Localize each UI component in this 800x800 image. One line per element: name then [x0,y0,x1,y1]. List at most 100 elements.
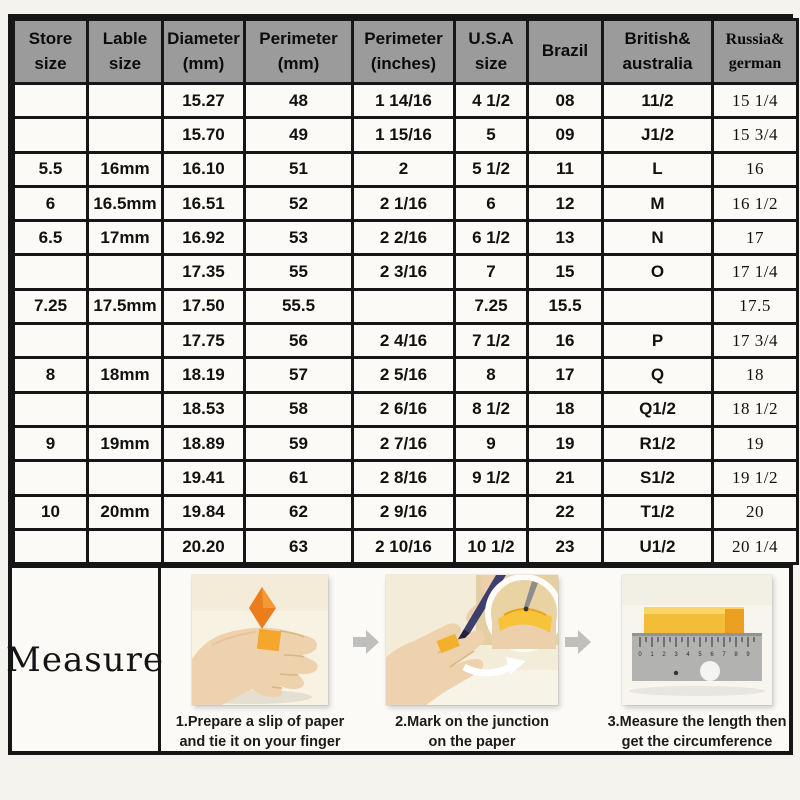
column-header-perimeter-mm: Perimeter (mm) [243,18,354,85]
cell-usa: 7 [453,253,529,291]
cell-lable: 17.5mm [86,287,164,326]
cell-russia: 16 [711,150,799,188]
table-row: 19.41 61 2 8/16 9 1/2 21 S1/2 19 1/2 [12,459,799,497]
cell-perimeter-in: 2 9/16 [351,493,456,531]
table-row: 18.53 58 2 6/16 8 1/2 18 Q1/2 18 1/2 [12,390,799,428]
table-row: 10 20mm 19.84 62 2 9/16 22 T1/2 20 [12,493,799,531]
column-header-russia: Russia& german [711,18,799,85]
cell-lable: 16.5mm [86,184,164,223]
cell-perimeter-mm: 59 [243,424,354,463]
table-row: 15.27 48 1 14/16 4 1/2 08 11/2 15 1/4 [12,81,799,120]
cell-usa: 9 1/2 [453,459,529,497]
cell-perimeter-in: 1 15/16 [351,116,456,154]
cell-british [601,287,714,326]
cell-british: J1/2 [601,116,714,154]
hand-with-paper-slip-illustration [192,575,328,706]
measure-step-2: 2.Mark on the junction on the paper [379,575,565,752]
cell-lable [86,459,164,497]
step1-caption: 1.Prepare a slip of paper and tie it on … [176,713,344,752]
table-row: 17.35 55 2 3/16 7 15 O 17 1/4 [12,253,799,291]
cell-store: 6.5 [12,219,89,257]
cell-perimeter-mm: 53 [243,219,354,257]
cell-diameter: 18.19 [161,356,246,394]
table-row: 9 19mm 18.89 59 2 7/16 9 19 R1/2 19 [12,424,799,463]
cell-store: 6 [12,184,89,223]
cell-british: R1/2 [601,424,714,463]
cell-store [12,459,89,497]
cell-store [12,253,89,291]
svg-text:2: 2 [662,652,666,658]
cell-brazil: 08 [526,81,604,120]
cell-perimeter-mm: 55.5 [243,287,354,326]
cell-russia: 19 1/2 [711,459,799,497]
step1-caption-line1: 1.Prepare a slip of paper [175,714,345,731]
arrow-right-icon [353,630,379,655]
cell-perimeter-in [351,287,456,326]
cell-store [12,116,89,154]
cell-british: Q [601,356,714,394]
cell-diameter: 18.89 [161,424,246,463]
svg-text:3: 3 [674,652,678,658]
column-header-lable: Lable size [86,18,164,85]
ruler-measure-illustration: 0 1 2 3 4 5 6 7 8 9 [622,575,772,706]
column-header-store: Store size [12,18,89,85]
column-header-british: British& australia [601,18,714,85]
cell-lable: 16mm [86,150,164,188]
measure-label-cell: Measure [6,568,163,752]
cell-diameter: 18.53 [161,390,246,428]
cell-diameter: 20.20 [161,527,246,566]
step3-caption: 3.Measure the length then get the circum… [608,713,787,752]
cell-perimeter-mm: 55 [243,253,354,291]
table-row: 6 16.5mm 16.51 52 2 1/16 6 12 M 16 1/2 [12,184,799,223]
column-header-usa: U.S.A size [453,18,529,85]
cell-russia: 15 1/4 [711,81,799,120]
step3-caption-line2: get the circumference [621,733,773,750]
cell-usa: 7.25 [453,287,529,326]
cell-british: Q1/2 [601,390,714,428]
cell-british: U1/2 [601,527,714,566]
cell-perimeter-in: 2 6/16 [351,390,456,428]
cell-british: S1/2 [601,459,714,497]
svg-text:7: 7 [722,652,726,658]
table-row: 17.75 56 2 4/16 7 1/2 16 P 17 3/4 [12,322,799,360]
cell-perimeter-in: 2 [351,150,456,188]
cell-brazil: 23 [526,527,604,566]
cell-usa: 10 1/2 [453,527,529,566]
step1-caption-line2: and tie it on your finger [179,733,341,750]
cell-russia: 19 [711,424,799,463]
cell-brazil: 16 [526,322,604,360]
cell-brazil: 09 [526,116,604,154]
step2-caption-line1: 2.Mark on the junction [395,714,549,731]
cell-store [12,81,89,120]
cell-diameter: 16.92 [161,219,246,257]
measure-step-3: 0 1 2 3 4 5 6 7 8 9 3.Measure the length then … [591,575,800,752]
arrow-1 [353,627,379,662]
cell-lable [86,81,164,120]
cell-usa: 8 [453,356,529,394]
table-row: 15.70 49 1 15/16 5 09 J1/2 15 3/4 [12,116,799,154]
cell-store: 7.25 [12,287,89,326]
cell-brazil: 12 [526,184,604,223]
cell-russia: 15 3/4 [711,116,799,154]
cell-russia: 17.5 [711,287,799,326]
cell-brazil: 15 [526,253,604,291]
cell-perimeter-in: 2 2/16 [351,219,456,257]
cell-perimeter-mm: 51 [243,150,354,188]
cell-lable [86,390,164,428]
step2-caption: 2.Mark on the junction on the paper [395,713,549,752]
measure-steps: 1.Prepare a slip of paper and tie it on … [161,568,800,751]
cell-british: L [601,150,714,188]
cell-brazil: 11 [526,150,604,188]
cell-lable: 19mm [86,424,164,463]
cell-perimeter-mm: 63 [243,527,354,566]
cell-usa [453,493,529,531]
cell-brazil: 17 [526,356,604,394]
cell-usa: 6 1/2 [453,219,529,257]
cell-store: 8 [12,356,89,394]
step2-caption-line2: on the paper [428,733,516,750]
cell-usa: 8 1/2 [453,390,529,428]
svg-text:1: 1 [650,652,654,658]
cell-perimeter-in: 2 8/16 [351,459,456,497]
cell-usa: 4 1/2 [453,81,529,120]
cell-brazil: 18 [526,390,604,428]
